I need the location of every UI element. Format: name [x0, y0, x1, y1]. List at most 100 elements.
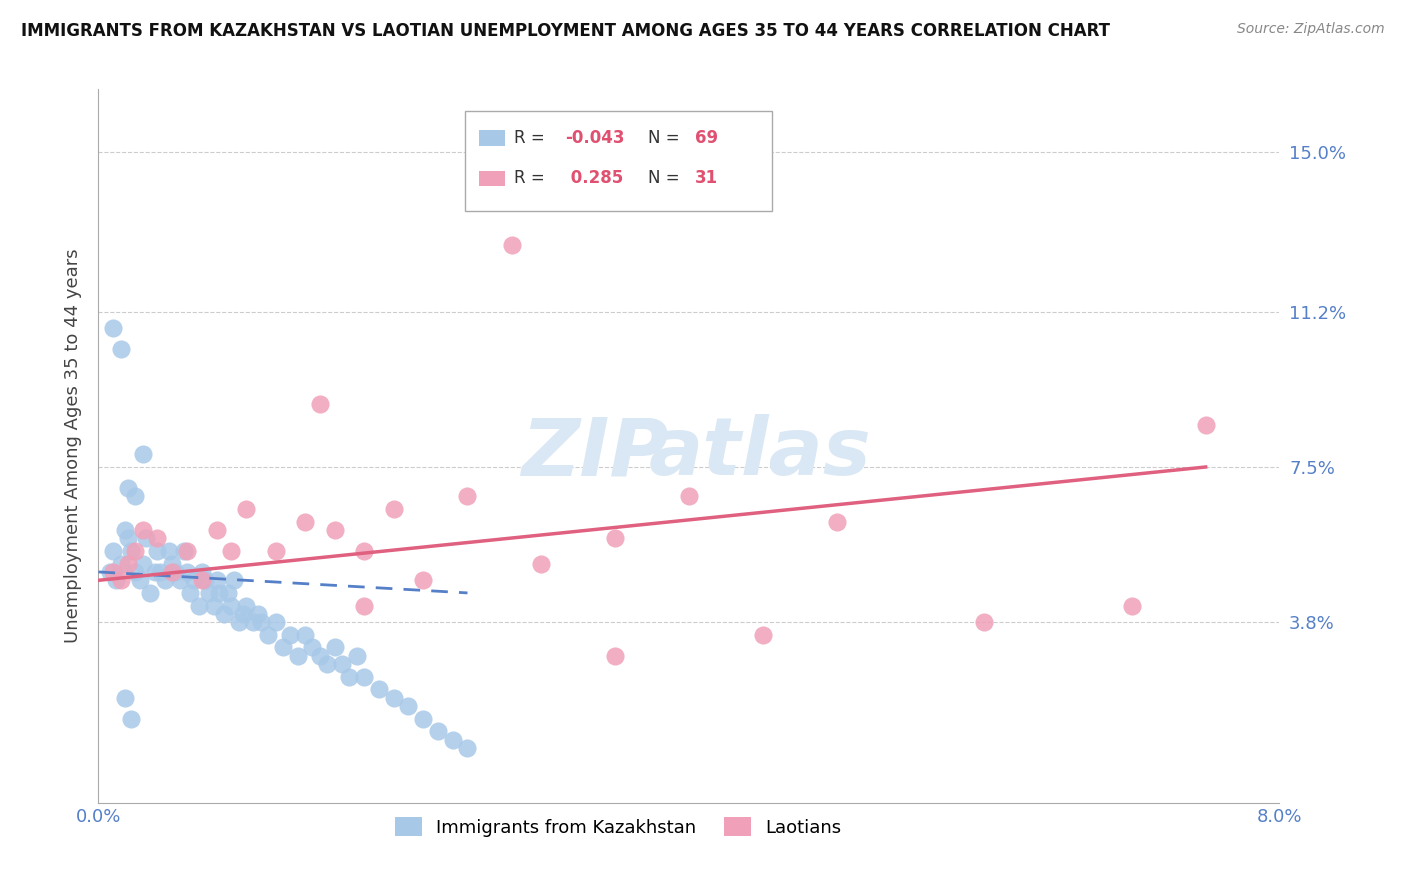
Point [294, 515, 316, 529]
Point [228, 615, 250, 630]
Point [191, 565, 214, 579]
Point [224, 574, 246, 588]
Point [114, 523, 136, 537]
Point [132, 523, 155, 537]
Point [202, 599, 225, 613]
Point [309, 397, 332, 411]
Point [103, 321, 125, 335]
Point [250, 615, 273, 630]
Point [257, 628, 280, 642]
Point [501, 237, 523, 252]
Point [1195, 417, 1218, 432]
Point [246, 607, 269, 621]
Point [149, 565, 172, 579]
Text: IMMIGRANTS FROM KAZAKHSTAN VS LAOTIAN UNEMPLOYMENT AMONG AGES 35 TO 44 YEARS COR: IMMIGRANTS FROM KAZAKHSTAN VS LAOTIAN UN… [21, 22, 1111, 40]
Text: N =: N = [648, 128, 685, 146]
Point [346, 648, 368, 663]
Point [143, 565, 166, 579]
Point [103, 565, 125, 579]
FancyBboxPatch shape [478, 170, 505, 186]
Point [678, 489, 700, 503]
Point [368, 682, 391, 697]
Text: ZIP: ZIP [520, 414, 668, 492]
Point [162, 565, 183, 579]
Point [271, 640, 294, 655]
Point [217, 586, 239, 600]
Text: atlas: atlas [648, 414, 872, 492]
Point [398, 699, 420, 714]
Point [605, 532, 627, 546]
Point [117, 481, 139, 495]
Point [135, 532, 157, 546]
Point [287, 648, 309, 663]
Text: R =: R = [515, 169, 550, 187]
Point [165, 565, 187, 579]
Point [208, 586, 231, 600]
Text: 69: 69 [695, 128, 718, 146]
Point [110, 343, 132, 357]
Point [1121, 599, 1143, 613]
Point [179, 586, 201, 600]
Point [132, 557, 155, 571]
Text: -0.043: -0.043 [565, 128, 624, 146]
Point [221, 599, 243, 613]
Point [825, 515, 848, 529]
Point [441, 732, 464, 747]
Point [301, 640, 323, 655]
Text: Source: ZipAtlas.com: Source: ZipAtlas.com [1237, 22, 1385, 37]
Point [530, 557, 553, 571]
Point [120, 544, 142, 558]
Point [316, 657, 339, 672]
Point [280, 628, 302, 642]
Point [412, 712, 434, 726]
Text: 0.285: 0.285 [565, 169, 623, 187]
Point [153, 574, 176, 588]
Point [110, 557, 132, 571]
Text: 31: 31 [695, 169, 718, 187]
Point [457, 489, 479, 503]
Point [232, 607, 254, 621]
Point [264, 615, 287, 630]
Point [124, 565, 146, 579]
Point [198, 586, 221, 600]
Point [235, 599, 257, 613]
Point [120, 712, 142, 726]
Point [353, 544, 375, 558]
Point [139, 586, 162, 600]
Point [427, 724, 450, 739]
Point [103, 544, 125, 558]
Point [124, 544, 146, 558]
Point [353, 599, 375, 613]
Point [187, 599, 209, 613]
Point [412, 574, 434, 588]
FancyBboxPatch shape [478, 130, 505, 145]
Point [114, 690, 136, 705]
Point [242, 615, 264, 630]
Point [191, 574, 214, 588]
Point [128, 574, 150, 588]
Point [457, 741, 479, 756]
Point [235, 502, 257, 516]
Point [973, 615, 995, 630]
Point [124, 489, 146, 503]
Point [146, 532, 169, 546]
Point [110, 574, 132, 588]
Point [169, 574, 191, 588]
Point [98, 565, 121, 579]
Point [323, 523, 346, 537]
Point [162, 557, 183, 571]
Point [339, 670, 361, 684]
Point [221, 544, 243, 558]
Point [752, 628, 775, 642]
Point [353, 670, 375, 684]
Point [194, 574, 217, 588]
Point [173, 544, 195, 558]
Point [117, 532, 139, 546]
Point [176, 565, 198, 579]
Point [183, 574, 205, 588]
Point [605, 648, 627, 663]
Point [132, 447, 155, 461]
Text: N =: N = [648, 169, 685, 187]
Point [264, 544, 287, 558]
Point [146, 544, 169, 558]
